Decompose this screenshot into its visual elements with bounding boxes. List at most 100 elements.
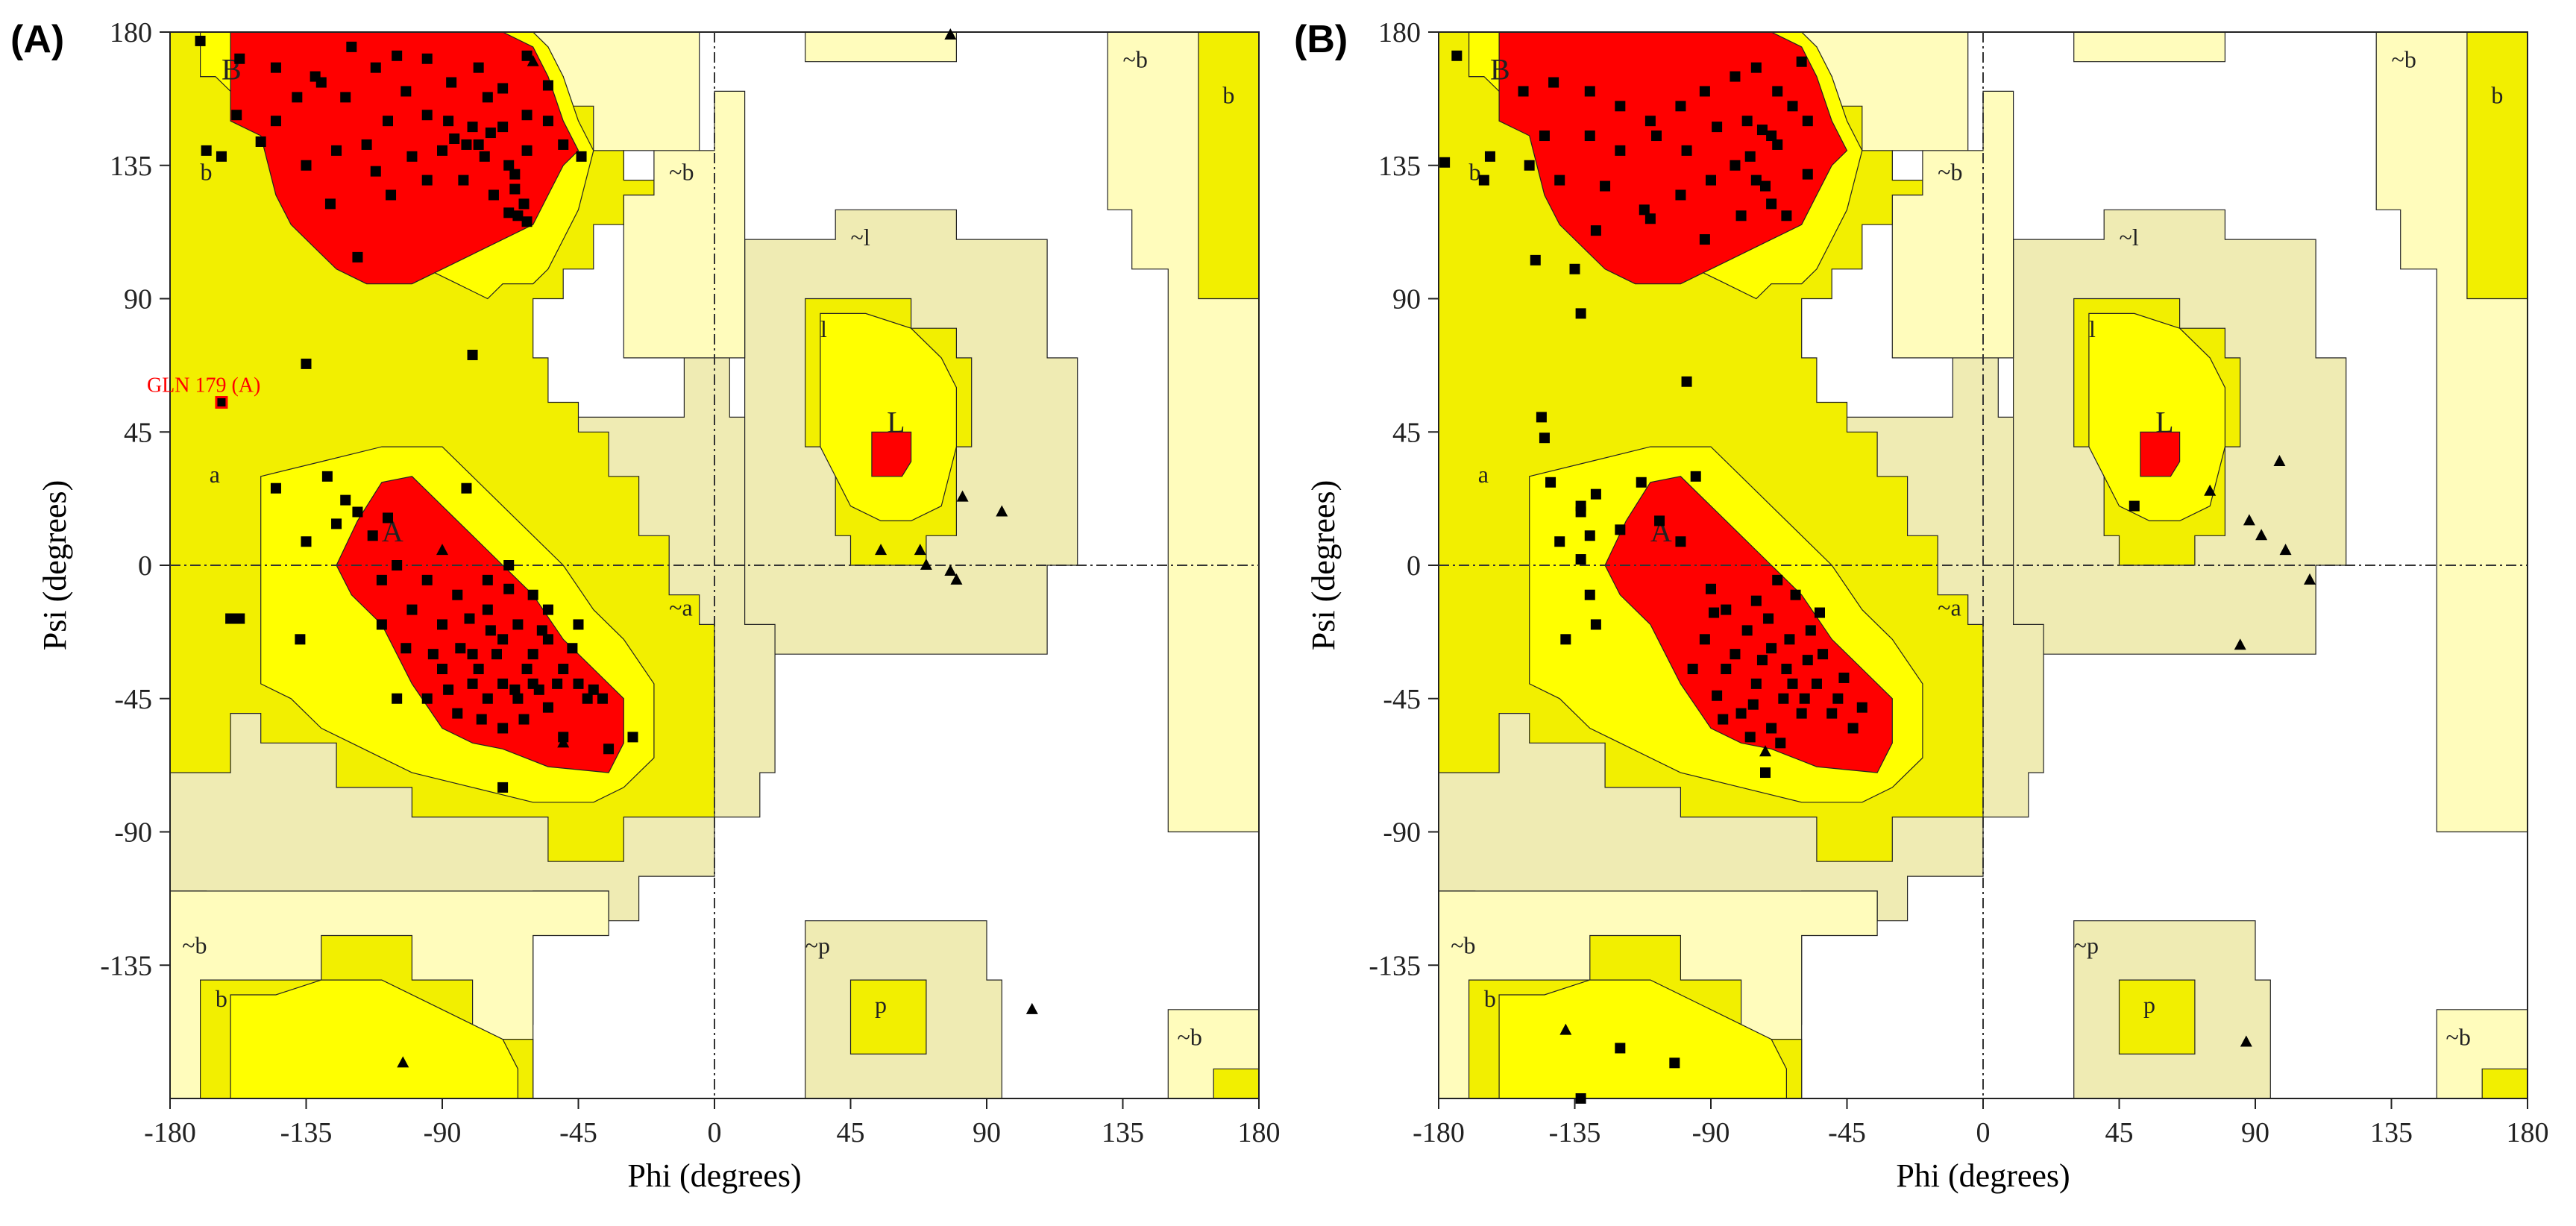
residue-point <box>521 50 533 61</box>
residue-point <box>1826 708 1838 719</box>
residue-point <box>497 83 509 94</box>
residue-point <box>437 619 447 630</box>
residue-point <box>527 589 538 600</box>
residue-point <box>421 53 433 64</box>
residue-point <box>1712 122 1723 133</box>
glycine-point <box>956 490 969 502</box>
residue-point <box>1548 77 1559 88</box>
residue-point <box>301 536 312 547</box>
generous-region <box>849 979 927 1055</box>
residue-point <box>1747 699 1759 710</box>
residue-point <box>1760 767 1771 779</box>
y-tick-label: -45 <box>1383 684 1421 715</box>
y-tick-label: 90 <box>1392 284 1421 315</box>
residue-point <box>518 714 530 725</box>
residue-point <box>503 207 515 219</box>
residue-point <box>1718 714 1729 725</box>
residue-point <box>1681 376 1692 387</box>
residue-point <box>1766 643 1777 654</box>
residue-point <box>1802 655 1813 666</box>
region-label: ~b <box>2392 46 2416 73</box>
residue-point <box>473 139 484 150</box>
y-tick-label: -135 <box>1369 950 1421 981</box>
residue-point <box>1530 254 1541 265</box>
residue-point <box>512 210 524 221</box>
residue-point <box>1766 723 1777 734</box>
residue-point <box>1524 160 1535 171</box>
y-tick-label: 45 <box>124 417 152 448</box>
generous-region <box>1198 31 1260 300</box>
glycine-point <box>436 544 448 556</box>
residue-point <box>467 349 478 360</box>
region-label: ~b <box>1938 159 1962 186</box>
residue-point <box>1706 175 1716 186</box>
residue-point <box>1781 664 1792 675</box>
residue-point <box>597 693 608 704</box>
residue-point <box>1699 86 1710 97</box>
residue-point <box>1802 116 1813 127</box>
residue-point <box>1847 723 1859 734</box>
glycine-point <box>875 544 888 556</box>
region-label: b <box>201 159 213 186</box>
residue-point <box>573 678 584 689</box>
residue-point <box>603 744 615 755</box>
residue-point <box>427 649 439 660</box>
residue-point <box>458 175 469 186</box>
residue-point <box>1772 86 1783 97</box>
residue-point <box>392 50 403 61</box>
residue-point <box>1575 1093 1586 1104</box>
allowed-region <box>820 312 958 522</box>
glycine-point <box>1025 1002 1038 1014</box>
x-tick-label: 45 <box>837 1117 865 1148</box>
residue-point <box>376 574 387 585</box>
panel-b-axes: -180 -135 -90 -45 0 45 90 135 180 180 135 90 45 0 -45 -… <box>1369 17 2548 1148</box>
residue-point <box>376 619 387 630</box>
residue-point <box>1763 613 1774 624</box>
residue-point <box>1744 732 1756 743</box>
residue-point <box>542 634 553 645</box>
light-region <box>805 31 958 63</box>
residue-point <box>527 649 538 660</box>
region-label: ~b <box>1178 1024 1202 1051</box>
residue-point <box>201 145 212 156</box>
x-tick-label: 135 <box>1102 1117 1144 1148</box>
residue-point <box>1781 210 1792 221</box>
residue-point <box>518 198 530 210</box>
residue-point <box>321 471 333 482</box>
residue-point <box>1615 1043 1626 1054</box>
residue-point <box>509 684 521 695</box>
residue-point <box>1799 693 1810 704</box>
residue-point <box>512 619 524 630</box>
residue-point <box>1772 139 1783 150</box>
residue-point <box>1735 210 1747 221</box>
generous-region <box>2466 31 2528 300</box>
region-label: L <box>887 405 905 438</box>
residue-point <box>195 35 206 46</box>
residue-point <box>1699 234 1710 245</box>
residue-point <box>1651 131 1662 142</box>
residue-point <box>270 482 281 494</box>
residue-point <box>352 506 363 518</box>
residue-point <box>370 62 381 73</box>
residue-point <box>1706 583 1716 594</box>
residue-point <box>361 139 372 150</box>
residue-point <box>1750 62 1762 73</box>
region-label: b <box>1222 81 1234 108</box>
residue-point <box>392 560 403 570</box>
residue-point <box>497 634 509 645</box>
panel-a-regions <box>169 31 1260 1099</box>
residue-point <box>315 77 327 88</box>
residue-point <box>443 116 454 127</box>
region-label: l <box>820 315 827 342</box>
residue-point <box>301 358 312 369</box>
x-tick-label: 180 <box>2507 1117 2549 1148</box>
residue-point <box>461 482 472 494</box>
residue-point <box>437 145 447 156</box>
residue-point <box>270 62 281 73</box>
panel-a-x-axis-label: Phi (degrees) <box>627 1157 801 1194</box>
y-tick-label: 0 <box>1407 550 1421 582</box>
residue-point <box>1750 175 1762 186</box>
